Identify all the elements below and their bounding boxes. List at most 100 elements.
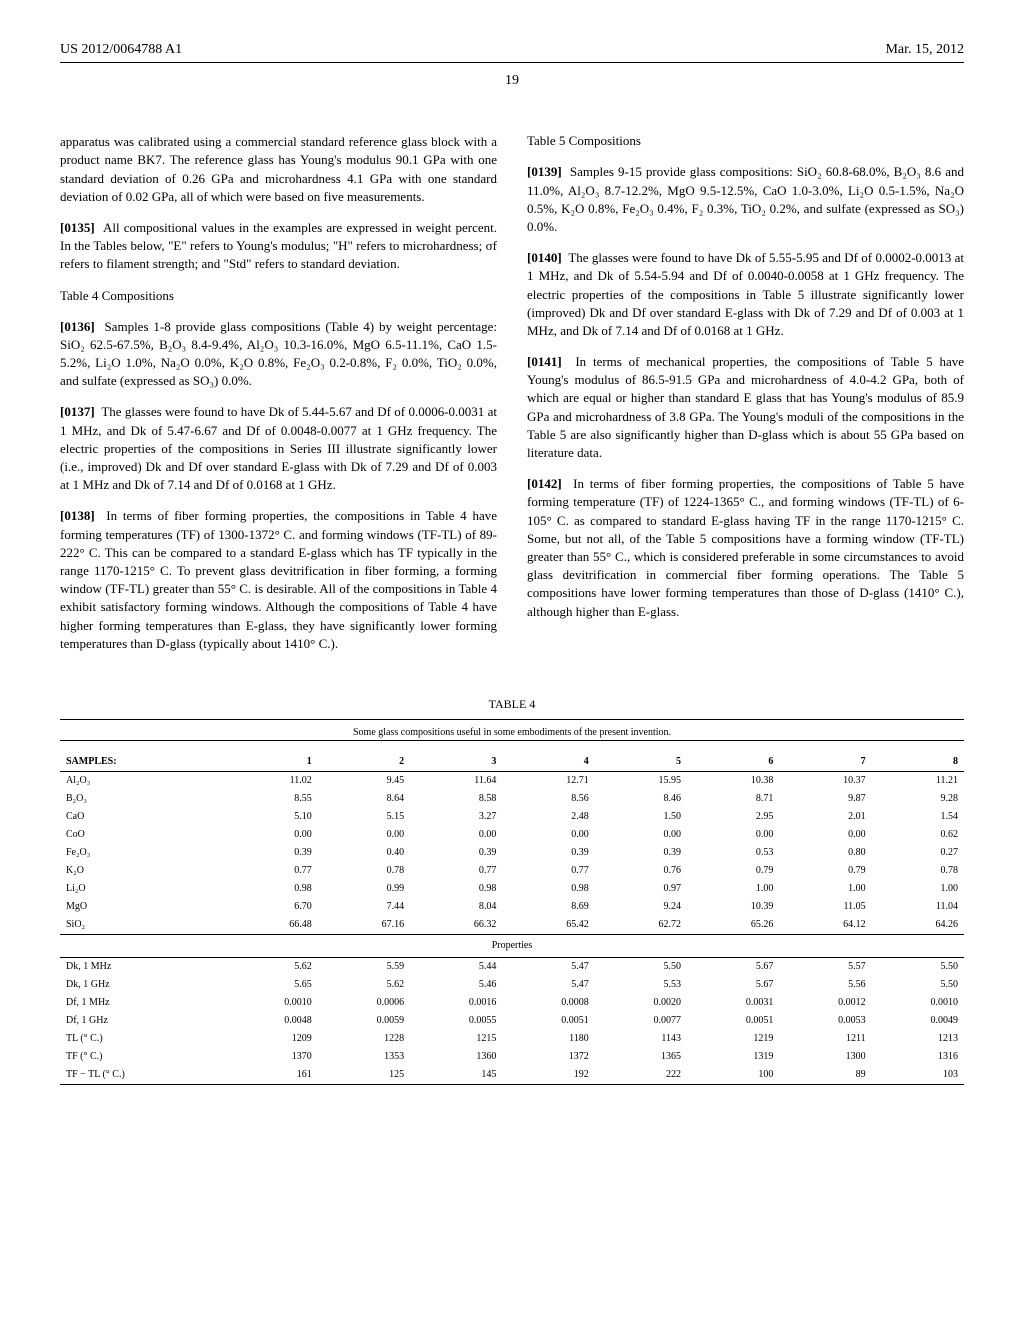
row-label: Df, 1 MHz [60,994,225,1012]
row-label: MgO [60,898,225,916]
cell: 0.00 [779,826,871,844]
row-label: Li₂O [60,880,225,898]
cell: 1228 [318,1030,410,1048]
page-number: 19 [60,71,964,91]
para-num: [0141] [527,354,562,369]
cell: 11.05 [779,898,871,916]
cell: 0.40 [318,844,410,862]
table-row: SiO₂66.4867.1666.3265.4262.7265.2664.126… [60,916,964,935]
cell: 0.0012 [779,994,871,1012]
cell: 11.04 [872,898,964,916]
section-heading: Table 4 Compositions [60,287,497,305]
cell: 11.21 [872,771,964,790]
table-row: Df, 1 GHz0.00480.00590.00550.00510.00770… [60,1012,964,1030]
cell: 15.95 [595,771,687,790]
cell: 0.0010 [225,994,317,1012]
para-text: The glasses were found to have Dk of 5.4… [60,404,497,492]
cell: 1.54 [872,808,964,826]
cell: 5.62 [318,976,410,994]
cell: 5.67 [687,957,779,976]
cell: 0.39 [502,844,594,862]
para-num: [0136] [60,319,95,334]
cell: 0.00 [410,826,502,844]
cell: 1209 [225,1030,317,1048]
cell: 1.50 [595,808,687,826]
paragraph: [0141] In terms of mechanical properties… [527,353,964,462]
col-header: 4 [502,753,594,772]
cell: 6.70 [225,898,317,916]
cell: 62.72 [595,916,687,935]
cell: 8.71 [687,790,779,808]
cell: 64.26 [872,916,964,935]
cell: 67.16 [318,916,410,935]
paragraph: [0136] Samples 1-8 provide glass composi… [60,318,497,391]
col-header: 8 [872,753,964,772]
paragraph: [0142] In terms of fiber forming propert… [527,475,964,621]
col-header: 5 [595,753,687,772]
cell: 1370 [225,1048,317,1066]
cell: 0.0048 [225,1012,317,1030]
row-label: Df, 1 GHz [60,1012,225,1030]
table-row: Dk, 1 GHz5.655.625.465.475.535.675.565.5… [60,976,964,994]
left-column: apparatus was calibrated using a commerc… [60,120,497,666]
cell: 5.57 [779,957,871,976]
cell: 5.53 [595,976,687,994]
row-label: Al₂O₃ [60,771,225,790]
cell: 0.98 [410,880,502,898]
cell: 9.45 [318,771,410,790]
paragraph: [0139] Samples 9-15 provide glass compos… [527,163,964,236]
cell: 0.0077 [595,1012,687,1030]
table-row: Dk, 1 MHz5.625.595.445.475.505.675.575.5… [60,957,964,976]
cell: 0.39 [410,844,502,862]
cell: 1316 [872,1048,964,1066]
col-header: 3 [410,753,502,772]
para-num: [0140] [527,250,562,265]
para-text: In terms of fiber forming properties, th… [60,508,497,650]
cell: 0.0053 [779,1012,871,1030]
cell: 0.62 [872,826,964,844]
cell: 103 [872,1066,964,1085]
cell: 0.00 [687,826,779,844]
table-row: K₂O0.770.780.770.770.760.790.790.78 [60,862,964,880]
right-column: Table 5 Compositions [0139] Samples 9-15… [527,120,964,666]
cell: 222 [595,1066,687,1085]
cell: 0.0031 [687,994,779,1012]
page-header: US 2012/0064788 A1 Mar. 15, 2012 [60,40,964,63]
cell: 0.0010 [872,994,964,1012]
cell: 11.02 [225,771,317,790]
table-caption: Some glass compositions useful in some e… [60,719,964,741]
cell: 145 [410,1066,502,1085]
paragraph: [0138] In terms of fiber forming propert… [60,507,497,653]
row-label: K₂O [60,862,225,880]
cell: 1180 [502,1030,594,1048]
table-row: CaO5.105.153.272.481.502.952.011.54 [60,808,964,826]
cell: 0.79 [687,862,779,880]
cell: 5.62 [225,957,317,976]
properties-label: Properties [60,934,964,957]
para-text: The glasses were found to have Dk of 5.5… [527,250,964,338]
cell: 8.58 [410,790,502,808]
cell: 0.0055 [410,1012,502,1030]
cell: 8.64 [318,790,410,808]
cell: 1.00 [779,880,871,898]
cell: 66.32 [410,916,502,935]
text-columns: apparatus was calibrated using a commerc… [60,120,964,666]
cell: 0.27 [872,844,964,862]
composition-table: SAMPLES: 1 2 3 4 5 6 7 8 Al₂O₃11.029.45 1… [60,753,964,1085]
cell: 0.39 [595,844,687,862]
cell: 0.00 [595,826,687,844]
table-4: TABLE 4 Some glass compositions useful i… [60,696,964,1085]
cell: 5.56 [779,976,871,994]
publication-date: Mar. 15, 2012 [885,40,964,60]
cell: 5.46 [410,976,502,994]
cell: 5.47 [502,976,594,994]
table-header-row: SAMPLES: 1 2 3 4 5 6 7 8 [60,753,964,772]
table-row: TL (° C.)1209122812151180114312191211121… [60,1030,964,1048]
row-label: TF (° C.) [60,1048,225,1066]
row-label: CoO [60,826,225,844]
cell: 0.0049 [872,1012,964,1030]
cell: 9.28 [872,790,964,808]
para-num: [0139] [527,164,562,179]
section-heading: Table 5 Compositions [527,132,964,150]
cell: 8.04 [410,898,502,916]
